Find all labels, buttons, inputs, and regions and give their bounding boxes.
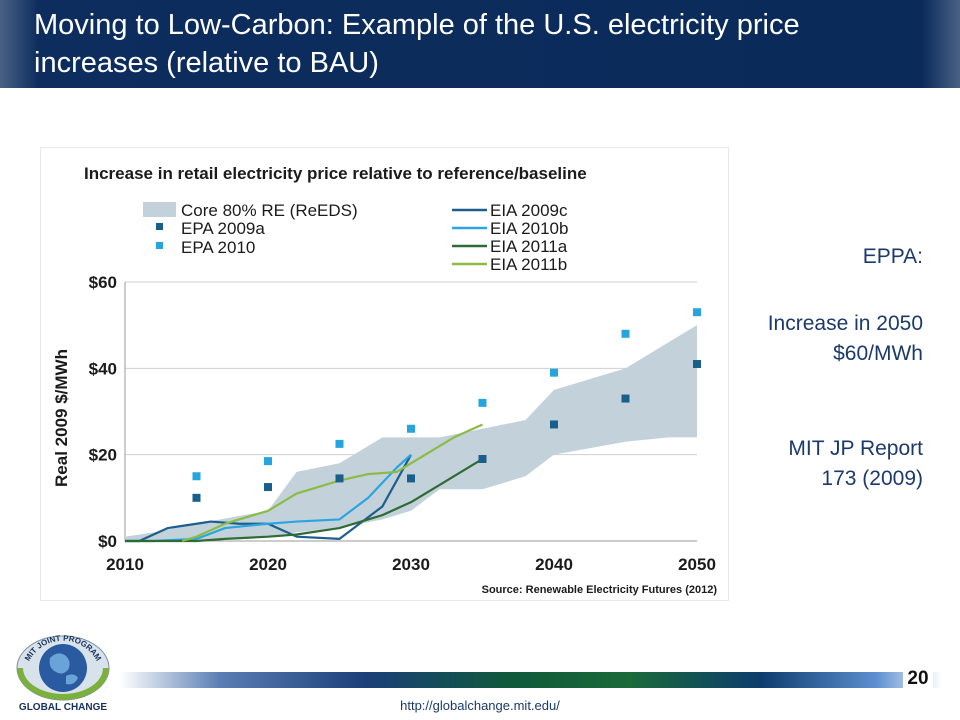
page-number: 20 [903,666,933,692]
note-increase-value: $60/MWh [833,342,923,365]
y-axis-label: Real 2009 $/MWh [52,349,71,487]
y-tick-label-3: $60 [89,273,117,292]
y-tick-label-1: $20 [89,446,117,465]
legend-item-epa-2010: EPA 2010 [156,238,255,257]
band-layer [125,325,697,541]
point-epa-2010-2030 [407,424,415,433]
point-epa-2009a-2045 [621,394,630,403]
point-layer [192,308,701,502]
logo-label: GLOBAL CHANGE [18,702,108,713]
chart-legend: Core 80% RE (ReEDS) EPA 2009a EPA 2010 E… [143,201,568,274]
point-epa-2010-2020 [264,457,272,466]
legend-label-eia-2011a: EIA 2011a [490,237,568,256]
y-tick-label-2: $40 [89,359,117,378]
legend-swatch-band [143,202,176,217]
footer-bar [120,672,942,688]
title-bar: Moving to Low-Carbon: Example of the U.S… [0,0,960,88]
legend-marker-epa-2009a [156,223,163,230]
point-epa-2010-2045 [621,329,630,338]
legend-label-eia-2010b: EIA 2010b [490,219,568,238]
legend-label-eia-2011b: EIA 2011b [490,255,567,274]
x-tick-label-2010: 2010 [106,555,144,574]
legend-item-epa-2009a: EPA 2009a [156,219,265,238]
y-tick-label-0: $0 [98,532,117,551]
point-epa-2009a-2015 [192,493,201,502]
legend-label-eia-2009c: EIA 2009c [490,201,568,220]
tick-labels: $0 $20 $40 $60 2010 2020 2030 2040 2050 [89,273,716,574]
x-tick-label-2030: 2030 [392,555,430,574]
legend-item-band: Core 80% RE (ReEDS) [143,201,358,220]
point-epa-2010-2050 [693,308,701,317]
point-epa-2009a-2050 [693,360,701,369]
x-tick-label-2020: 2020 [249,555,287,574]
point-epa-2009a-2020 [264,483,272,492]
footer-url[interactable]: http://globalchange.mit.edu/ [400,698,560,713]
point-epa-2009a-2030 [407,474,415,483]
point-epa-2009a-2035 [478,454,487,463]
slide-title: Moving to Low-Carbon: Example of the U.S… [34,6,934,82]
point-epa-2009a-2040 [550,420,558,429]
chart-source: Source: Renewable Electricity Futures (2… [482,584,718,596]
legend-item-eia-2011a: EIA 2011a [452,237,568,256]
legend-item-eia-2009c: EIA 2009c [452,201,568,220]
price-increase-chart: Increase in retail electricity price rel… [52,164,718,596]
mit-global-change-logo: MIT JOINT PROGRAM GLOBAL CHANGE [8,618,118,720]
legend-item-eia-2010b: EIA 2010b [452,219,568,238]
x-tick-label-2050: 2050 [678,555,716,574]
legend-label-epa-2010: EPA 2010 [181,238,255,257]
globe-icon: MIT JOINT PROGRAM [16,634,110,701]
slide-title-line-1: Moving to Low-Carbon: Example of the U.S… [34,9,800,41]
x-tick-label-2040: 2040 [535,555,573,574]
point-epa-2010-2015 [192,472,201,481]
note-report-line-2: 173 (2009) [821,467,923,490]
legend-label-band: Core 80% RE (ReEDS) [181,201,358,220]
point-epa-2010-2035 [478,398,487,407]
point-epa-2010-2025 [335,439,344,448]
series-line-eia-2011a [125,458,484,543]
note-eppa: EPPA: [862,245,923,268]
slide-title-line-2: increases (relative to BAU) [34,47,379,79]
legend-label-epa-2009a: EPA 2009a [181,219,265,238]
legend-marker-epa-2010 [156,242,163,249]
chart-title: Increase in retail electricity price rel… [84,164,587,183]
note-increase-label: Increase in 2050 [767,312,923,335]
chart-panel: Increase in retail electricity price rel… [40,147,729,601]
band-core-80-re [125,325,697,541]
note-report-line-1: MIT JP Report [788,437,923,460]
point-epa-2010-2040 [550,368,558,377]
legend-item-eia-2011b: EIA 2011b [452,255,567,274]
point-epa-2009a-2025 [335,474,344,483]
